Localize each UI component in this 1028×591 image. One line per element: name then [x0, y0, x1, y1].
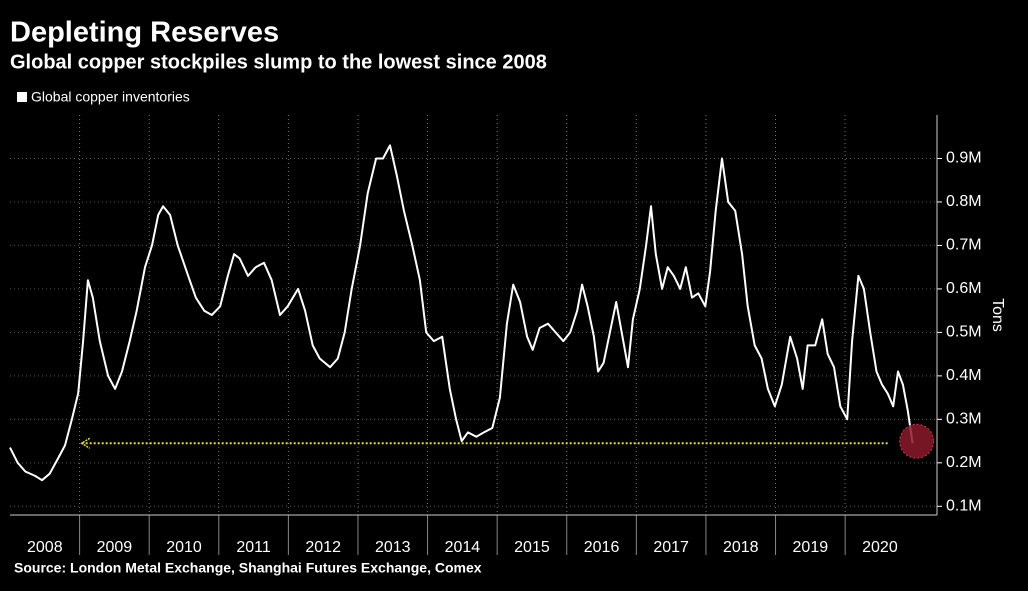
- y-axis-title: Tons: [989, 298, 1006, 332]
- y-tick-label: 0.5M: [946, 324, 982, 341]
- x-tick-label: 2020: [862, 539, 898, 556]
- y-tick-label: 0.3M: [946, 411, 982, 428]
- y-tick-label: 0.4M: [946, 367, 982, 384]
- x-tick-label: 2013: [375, 539, 411, 556]
- y-tick-label: 0.8M: [946, 193, 982, 210]
- x-tick-label: 2019: [793, 539, 829, 556]
- legend-label: Global copper inventories: [31, 89, 190, 105]
- x-tick-label: 2014: [445, 539, 481, 556]
- x-tick-label: 2009: [97, 539, 133, 556]
- x-tick-label: 2012: [305, 539, 341, 556]
- y-tick-label: 0.1M: [946, 498, 982, 515]
- x-tick-label: 2017: [653, 539, 689, 556]
- x-tick-label: 2016: [584, 539, 620, 556]
- highlight-circle: [899, 423, 935, 459]
- arrow-head: [80, 437, 91, 449]
- x-tick-label: 2008: [27, 539, 63, 556]
- y-tick-label: 0.2M: [946, 454, 982, 471]
- legend-swatch: [17, 92, 27, 102]
- line: [9, 144, 914, 482]
- x-tick-label: 2011: [236, 539, 271, 556]
- y-tick-label: 0.7M: [946, 237, 982, 254]
- x-tick-label: 2015: [514, 539, 550, 556]
- y-tick-label: 0.6M: [946, 280, 982, 297]
- y-tick-label: 0.9M: [946, 150, 982, 167]
- x-tick-label: 2010: [166, 539, 202, 556]
- source: Source: London Metal Exchange, Shanghai …: [14, 560, 482, 576]
- chart-title: Depleting Reserves: [10, 17, 279, 49]
- chart-subtitle: Global copper stockpiles slump to the lo…: [10, 51, 547, 73]
- x-tick-label: 2018: [723, 539, 759, 556]
